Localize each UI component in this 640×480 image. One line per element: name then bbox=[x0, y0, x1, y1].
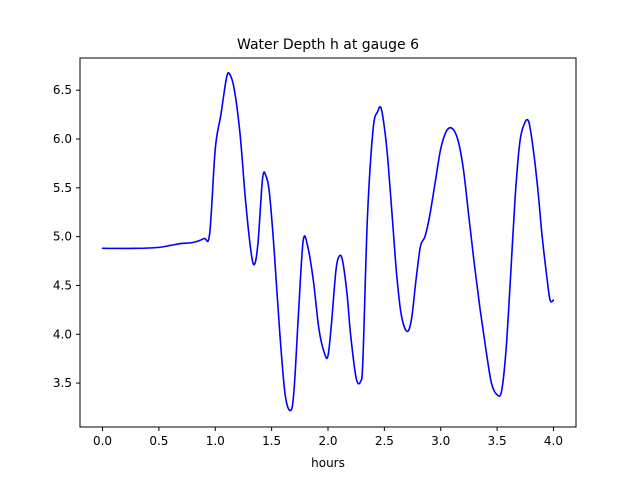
x-tick-label: 3.5 bbox=[488, 434, 507, 448]
x-axis-label: hours bbox=[311, 456, 345, 470]
chart-title: Water Depth h at gauge 6 bbox=[237, 37, 419, 53]
x-tick-label: 1.5 bbox=[262, 434, 281, 448]
y-tick-label: 5.0 bbox=[53, 230, 72, 244]
x-tick-label: 0.0 bbox=[93, 434, 112, 448]
y-tick-label: 5.5 bbox=[53, 181, 72, 195]
x-tick-label: 0.5 bbox=[149, 434, 168, 448]
x-tick-label: 3.0 bbox=[431, 434, 450, 448]
x-tick-label: 4.0 bbox=[544, 434, 563, 448]
y-tick-label: 6.0 bbox=[53, 132, 72, 146]
y-axis: 3.5 4.0 4.5 5.0 5.5 6.0 6.5 bbox=[53, 83, 80, 390]
y-tick-label: 4.5 bbox=[53, 278, 72, 292]
y-tick-label: 3.5 bbox=[53, 376, 72, 390]
y-tick-label: 4.0 bbox=[53, 327, 72, 341]
x-tick-label: 2.5 bbox=[375, 434, 394, 448]
x-tick-label: 1.0 bbox=[206, 434, 225, 448]
x-tick-label: 2.0 bbox=[318, 434, 337, 448]
x-axis: 0.0 0.5 1.0 1.5 2.0 2.5 3.0 3.5 4.0 bbox=[93, 427, 563, 448]
series-line-0 bbox=[101, 71, 555, 412]
y-tick-label: 6.5 bbox=[53, 83, 72, 97]
series-layer bbox=[101, 71, 555, 412]
